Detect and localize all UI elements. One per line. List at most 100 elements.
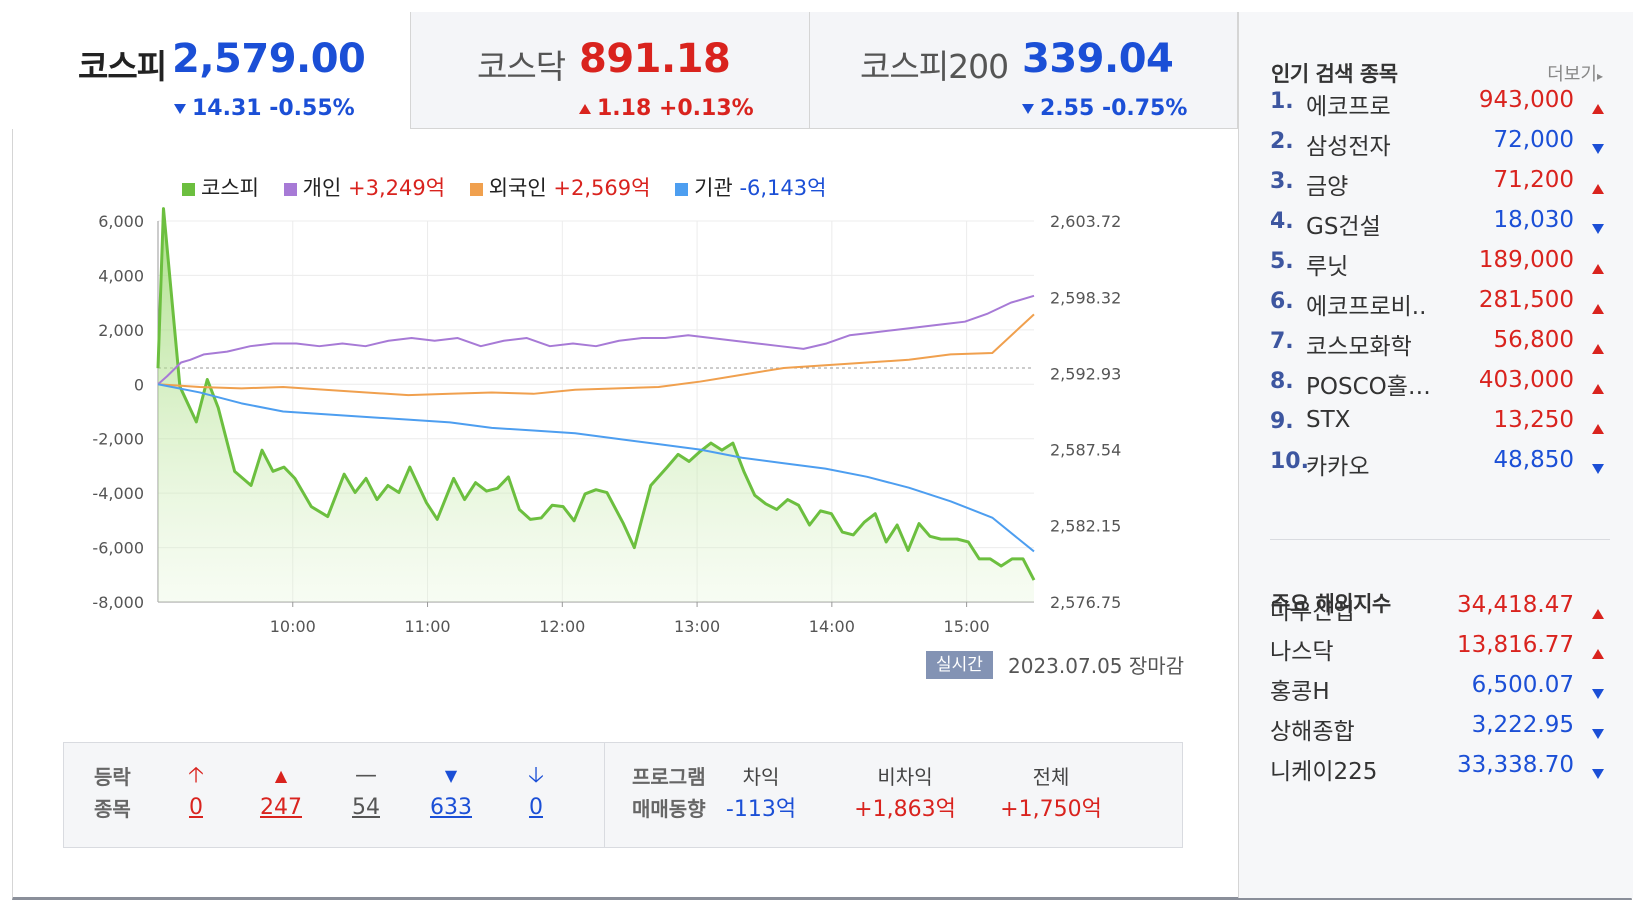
legend-individual: 개인 +3,249억 <box>283 176 445 200</box>
up-arrow-icon <box>1592 175 1604 201</box>
tab-kosdaq-value: 891.18 <box>579 36 731 82</box>
down-arrow-icon <box>1592 720 1604 746</box>
index-name[interactable]: 다우산업 <box>1270 599 1355 625</box>
investor-flow-chart: 10:00 11:00 12:00 13:00 14:00 15:00 6,000 4,000… <box>92 207 1121 636</box>
rank-number: 7. <box>1270 329 1294 354</box>
stock-name[interactable]: 금양 <box>1306 174 1349 200</box>
foreign-line <box>157 313 1035 397</box>
rank-number: 9. <box>1270 409 1294 434</box>
tab-kospi[interactable]: 코스피 2,579.00 14.31 -0.55% <box>12 12 411 129</box>
flat-icon: — <box>355 763 377 788</box>
down-arrow-icon <box>1592 215 1604 241</box>
y-left-tick-label: -4,000 <box>92 484 144 503</box>
program-label: 프로그램 매매동향 <box>632 765 706 821</box>
popular-item[interactable]: 8. POSCO홀… 403,000 <box>1270 361 1610 401</box>
popular-item[interactable]: 1. 에코프로 943,000 <box>1270 81 1610 121</box>
rank-number: 4. <box>1270 209 1294 234</box>
rank-number: 10. <box>1270 449 1309 474</box>
down-arrow-icon <box>1022 104 1034 114</box>
stock-name[interactable]: 에코프로 <box>1306 94 1391 120</box>
program-total: 전체 +1,750억 <box>1000 765 1102 822</box>
index-name[interactable]: 니케이225 <box>1270 759 1378 785</box>
index-value: 3,222.95 <box>1471 712 1574 738</box>
breadth-rise[interactable]: ▲ 247 <box>241 761 321 825</box>
x-tick-label: 15:00 <box>944 617 990 636</box>
rank-number: 2. <box>1270 129 1294 154</box>
market-close-date: 2023.07.05 장마감 <box>1008 654 1185 678</box>
popular-item[interactable]: 2. 삼성전자 72,000 <box>1270 121 1610 161</box>
stock-name[interactable]: POSCO홀… <box>1306 374 1431 400</box>
breadth-lower-limit[interactable]: 🡣 0 <box>496 761 576 825</box>
y-right-tick-label: 2,587.54 <box>1050 441 1121 460</box>
popular-item[interactable]: 3. 금양 71,200 <box>1270 161 1610 201</box>
overseas-index-item[interactable]: 니케이225 33,338.70 <box>1270 746 1610 786</box>
tab-kospi200[interactable]: 코스피200 339.04 2.55 -0.75% <box>810 12 1238 129</box>
index-name[interactable]: 홍콩H <box>1270 679 1330 705</box>
overseas-index-item[interactable]: 나스닥 13,816.77 <box>1270 626 1610 666</box>
rank-number: 1. <box>1270 89 1294 114</box>
y-left-tick-label: -2,000 <box>92 430 144 449</box>
overseas-index-item[interactable]: 홍콩H 6,500.07 <box>1270 666 1610 706</box>
index-value: 33,338.70 <box>1456 752 1574 778</box>
up-arrow-icon <box>1592 255 1604 281</box>
program-arbitrage: 차익 -113억 <box>725 765 797 822</box>
stock-name[interactable]: 카카오 <box>1306 454 1370 480</box>
stock-price: 56,800 <box>1493 327 1574 353</box>
popular-item[interactable]: 5. 루닛 189,000 <box>1270 241 1610 281</box>
up-arrow-icon <box>1592 600 1604 626</box>
x-tick-label: 11:00 <box>404 617 450 636</box>
section-divider <box>1270 539 1610 540</box>
overseas-index-item[interactable]: 상해종합 3,222.95 <box>1270 706 1610 746</box>
breadth-flat[interactable]: — 54 <box>326 761 406 825</box>
market-breadth-box: 등락 종목 🡡 0 ▲ 247 — 54 ▼ 633 🡣 0 프로그램 매매동향 차… <box>63 742 1183 848</box>
kospi-line <box>156 207 1036 581</box>
stock-price: 943,000 <box>1478 87 1574 113</box>
y-right-tick-label: 2,592.93 <box>1050 364 1121 383</box>
y-right-tick-label: 2,576.75 <box>1050 593 1121 612</box>
overseas-index-item[interactable]: 다우산업 34,418.47 <box>1270 586 1610 626</box>
index-value: 13,816.77 <box>1456 632 1574 658</box>
y-right-tick-label: 2,598.32 <box>1050 288 1121 307</box>
index-name[interactable]: 상해종합 <box>1270 719 1355 745</box>
breadth-upper-limit[interactable]: 🡡 0 <box>156 761 236 825</box>
down-arrow-icon <box>1592 680 1604 706</box>
popular-item[interactable]: 4. GS건설 18,030 <box>1270 201 1610 241</box>
up-arrow-icon <box>1592 375 1604 401</box>
stock-name[interactable]: 에코프로비.. <box>1306 294 1427 320</box>
y-right-tick-label: 2,603.72 <box>1050 212 1121 231</box>
stock-price: 72,000 <box>1493 127 1574 153</box>
rise-icon: ▲ <box>274 766 288 785</box>
rank-number: 5. <box>1270 249 1294 274</box>
up-arrow-icon <box>1592 295 1604 321</box>
tab-kospi-change: 14.31 -0.55% <box>174 96 355 121</box>
breadth-fall[interactable]: ▼ 633 <box>411 761 491 825</box>
stock-price: 13,250 <box>1493 407 1574 433</box>
popular-item[interactable]: 10. 카카오 48,850 <box>1270 441 1610 481</box>
rank-number: 6. <box>1270 289 1294 314</box>
popular-item[interactable]: 9. STX 13,250 <box>1270 401 1610 441</box>
realtime-badge: 실시간 <box>926 651 993 679</box>
box-divider <box>604 743 605 847</box>
index-name[interactable]: 나스닥 <box>1270 639 1334 665</box>
tab-kosdaq[interactable]: 코스닥 891.18 1.18 +0.13% <box>411 12 810 129</box>
tab-kospi200-name: 코스피200 <box>860 47 1009 86</box>
breadth-label: 등락 종목 <box>94 765 131 821</box>
legend-foreign: 외국인 +2,569억 <box>469 176 650 200</box>
chevron-right-icon: ▸ <box>1596 69 1603 83</box>
tab-kospi-value: 2,579.00 <box>172 36 366 82</box>
popular-item[interactable]: 7. 코스모화학 56,800 <box>1270 321 1610 361</box>
popular-item[interactable]: 6. 에코프로비.. 281,500 <box>1270 281 1610 321</box>
stock-name[interactable]: 삼성전자 <box>1306 134 1391 160</box>
tab-kospi200-change: 2.55 -0.75% <box>1022 96 1187 121</box>
down-arrow-icon <box>1592 760 1604 786</box>
stock-price: 71,200 <box>1493 167 1574 193</box>
stock-name[interactable]: GS건설 <box>1306 214 1381 240</box>
tab-kosdaq-name: 코스닥 <box>477 47 566 86</box>
more-link[interactable]: 더보기▸ <box>1547 64 1603 85</box>
rank-number: 8. <box>1270 369 1294 394</box>
x-tick-label: 14:00 <box>809 617 855 636</box>
stock-name[interactable]: STX <box>1306 407 1351 433</box>
stock-name[interactable]: 코스모화학 <box>1306 334 1412 360</box>
chart-legend: 코스피 개인 +3,249억 외국인 +2,569억 기관 -6,143억 <box>182 172 844 202</box>
stock-name[interactable]: 루닛 <box>1306 254 1349 280</box>
